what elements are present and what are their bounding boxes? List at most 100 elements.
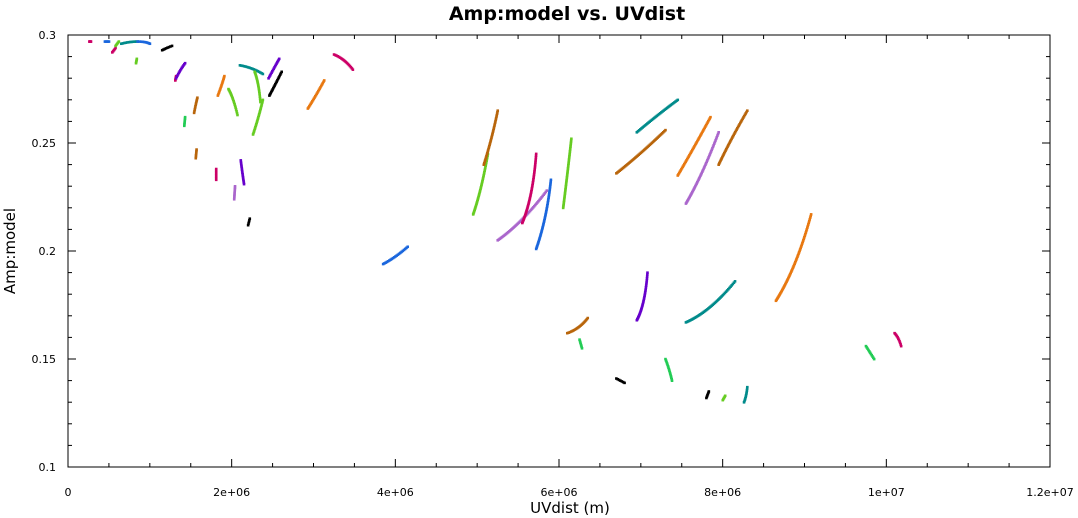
data-point xyxy=(536,242,540,246)
data-series xyxy=(192,96,199,115)
data-point xyxy=(261,98,265,102)
data-point xyxy=(567,331,570,334)
data-point xyxy=(248,219,251,222)
data-point xyxy=(138,40,141,43)
data-points xyxy=(88,40,903,404)
data-point xyxy=(701,130,704,134)
data-point xyxy=(728,141,731,145)
data-point xyxy=(676,98,680,102)
data-series xyxy=(232,185,237,201)
y-tick-label: 0.2 xyxy=(39,245,57,258)
data-point xyxy=(271,68,275,72)
data-point xyxy=(616,377,620,381)
data-point xyxy=(705,160,709,164)
data-point xyxy=(706,157,710,161)
data-point xyxy=(216,94,220,97)
data-point xyxy=(797,252,800,256)
data-point xyxy=(486,149,490,152)
data-point xyxy=(563,190,567,194)
data-point xyxy=(539,231,543,235)
data-point xyxy=(794,259,798,263)
data-point xyxy=(214,170,218,174)
x-tick-label: 4e+06 xyxy=(377,486,414,499)
data-point xyxy=(793,262,796,265)
data-point xyxy=(492,127,496,130)
data-point xyxy=(795,258,798,261)
data-point xyxy=(485,157,489,161)
data-point xyxy=(899,344,903,348)
data-point xyxy=(240,163,243,167)
data-point xyxy=(699,133,703,136)
data-point xyxy=(731,136,734,139)
data-point xyxy=(183,124,186,128)
data-point xyxy=(320,83,324,86)
data-point xyxy=(562,202,566,205)
data-point xyxy=(716,134,719,137)
data-point xyxy=(669,373,672,377)
data-point xyxy=(562,199,566,203)
data-series xyxy=(496,189,549,242)
data-point xyxy=(233,104,237,108)
data-point xyxy=(805,228,809,231)
data-point xyxy=(164,47,168,50)
data-point xyxy=(125,41,129,44)
data-point xyxy=(214,172,218,175)
data-point xyxy=(700,171,703,175)
data-point xyxy=(494,118,498,122)
data-point xyxy=(270,71,273,74)
data-point xyxy=(530,190,533,193)
data-point xyxy=(534,161,537,165)
x-tick-label: 6e+06 xyxy=(541,486,578,499)
data-point xyxy=(478,188,482,192)
data-point xyxy=(489,139,493,142)
data-point xyxy=(533,171,536,175)
data-series xyxy=(239,159,246,186)
data-point xyxy=(542,223,545,226)
data-point xyxy=(277,76,281,79)
data-point xyxy=(665,362,669,365)
data-point xyxy=(789,271,793,275)
data-point xyxy=(258,111,261,115)
data-point xyxy=(744,393,748,397)
data-point xyxy=(569,143,572,147)
data-point xyxy=(192,111,196,115)
data-point xyxy=(541,194,544,198)
data-point xyxy=(195,151,198,154)
data-point xyxy=(804,232,807,236)
data-point xyxy=(214,167,218,171)
data-point xyxy=(127,40,131,44)
data-point xyxy=(703,126,706,130)
data-point xyxy=(645,275,649,278)
data-point xyxy=(579,344,583,347)
data-point xyxy=(617,378,621,382)
data-point xyxy=(709,115,712,119)
data-point xyxy=(487,146,491,149)
data-point xyxy=(586,316,590,320)
data-point xyxy=(644,286,648,289)
data-point xyxy=(488,143,491,147)
data-point xyxy=(642,298,646,302)
data-point xyxy=(547,197,550,201)
data-point xyxy=(543,217,547,221)
data-point xyxy=(193,106,197,110)
data-point xyxy=(253,68,257,72)
data-point xyxy=(242,181,246,185)
data-point xyxy=(539,233,543,236)
data-point xyxy=(492,125,496,129)
data-point xyxy=(729,138,733,142)
data-point xyxy=(711,147,714,150)
data-point xyxy=(128,40,132,44)
data-point xyxy=(258,110,262,113)
data-point xyxy=(743,113,747,117)
data-point xyxy=(275,80,279,83)
data-series xyxy=(136,40,152,46)
data-point xyxy=(644,287,648,291)
data-point xyxy=(242,64,246,68)
data-point xyxy=(700,131,704,135)
data-point xyxy=(121,42,125,45)
data-point xyxy=(898,340,901,343)
data-point xyxy=(644,284,648,287)
data-point xyxy=(570,137,573,141)
data-point xyxy=(258,93,261,97)
data-series xyxy=(227,87,239,117)
